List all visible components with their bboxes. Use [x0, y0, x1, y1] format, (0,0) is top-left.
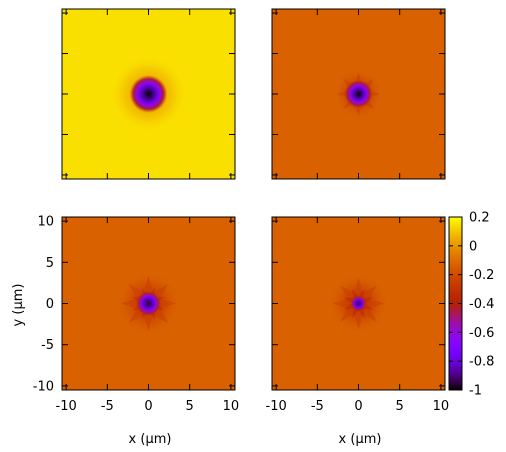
- x-tick-label: -5: [101, 399, 114, 414]
- y-tick-label: -10: [33, 379, 54, 394]
- x-tick-label: 5: [396, 399, 404, 414]
- heatmap-panel-bottom-left: -10 -5 0 5 10 -10 -5 0 5 10: [33, 215, 239, 414]
- x-axis-title-left: x (μm): [129, 432, 172, 447]
- heatmap-core: [350, 295, 367, 312]
- x-tick-label: -10: [266, 399, 287, 414]
- y-tick-label: 10: [37, 215, 54, 230]
- y-tick-label: 5: [46, 256, 54, 271]
- x-tick-label: 5: [186, 399, 194, 414]
- colorbar-tick-label: -1: [469, 384, 482, 399]
- heatmap-panel-top-left: [61, 8, 236, 180]
- x-tick-label: -5: [311, 399, 324, 414]
- y-axis-title: y (μm): [11, 284, 26, 327]
- colorbar-tick-label: 0.2: [469, 211, 490, 226]
- colorbar-tick-label: -0.6: [469, 326, 494, 341]
- heatmap-panel-top-right: [271, 8, 446, 180]
- colorbar-tick-label: -0.2: [469, 268, 494, 283]
- heatmap-core: [135, 290, 162, 317]
- heatmap-panel-bottom-right: -10 -5 0 5 10: [266, 216, 450, 414]
- colorbar: 0.2 0 -0.2 -0.4 -0.6 -0.8 -1: [448, 211, 494, 399]
- x-tick-label: 0: [144, 399, 152, 414]
- colorbar-tick-label: 0: [469, 239, 477, 254]
- y-tick-label: 0: [46, 297, 54, 312]
- heatmap-core: [129, 75, 168, 113]
- x-tick-label: 10: [433, 399, 450, 414]
- x-tick-label: -10: [56, 399, 77, 414]
- x-tick-label: 0: [354, 399, 362, 414]
- y-tick-label: -5: [41, 338, 54, 353]
- colorbar-ticks: 0.2 0 -0.2 -0.4 -0.6 -0.8 -1: [449, 211, 494, 399]
- x-axis-title-right: x (μm): [339, 432, 382, 447]
- colorbar-tick-label: -0.4: [469, 297, 494, 312]
- heatmap-core: [344, 79, 373, 109]
- x-tick-label: 10: [223, 399, 240, 414]
- colorbar-tick-label: -0.8: [469, 355, 494, 370]
